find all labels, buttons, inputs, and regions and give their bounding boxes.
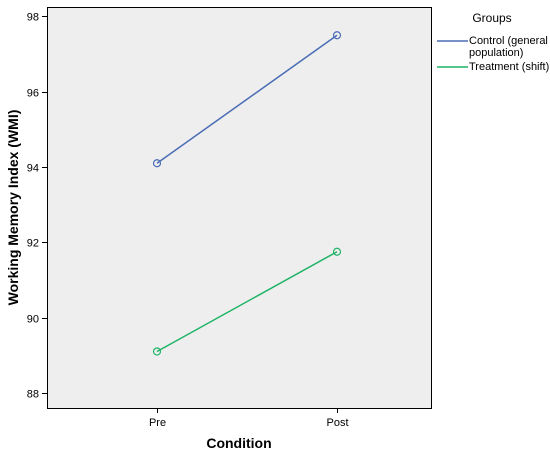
legend: Groups Control (general population) Treatm… [437, 11, 549, 73]
y-tick-label: 94 [27, 163, 39, 175]
series-1 [152, 31, 342, 168]
data-point [152, 347, 162, 356]
series-line [156, 34, 338, 164]
data-point [332, 247, 342, 256]
legend-label-line: Control (general [469, 35, 548, 47]
series-line [156, 251, 338, 353]
legend-item: Treatment (shift) [437, 61, 549, 73]
data-point [152, 159, 162, 168]
series-2 [152, 247, 342, 356]
legend-item: Control (general population) [437, 35, 548, 59]
legend-title: Groups [472, 11, 511, 25]
data-point [332, 31, 342, 40]
legend-label: Control (general population) [469, 35, 548, 59]
legend-label-line: population) [469, 47, 523, 59]
plot-area [47, 7, 432, 409]
legend-label-line: Treatment (shift) [469, 61, 549, 73]
y-tick-label: 92 [27, 238, 39, 250]
y-tick-label: 98 [27, 12, 39, 24]
y-axis-title: Working Memory Index (WMI) [5, 110, 21, 306]
y-tick-label: 88 [27, 389, 39, 401]
y-tick-label: 90 [27, 314, 39, 326]
y-axis: 88 90 92 94 96 98 [27, 12, 47, 401]
series-layer [152, 31, 342, 356]
legend-label: Treatment (shift) [469, 61, 549, 73]
x-tick-label: Pre [149, 417, 166, 429]
x-axis-title: Condition [206, 435, 271, 451]
legend-items: Control (general population) Treatment (sh… [437, 35, 549, 73]
x-axis: Pre Post [149, 408, 349, 429]
y-tick-label: 96 [27, 88, 39, 100]
x-tick-label: Post [326, 417, 348, 429]
